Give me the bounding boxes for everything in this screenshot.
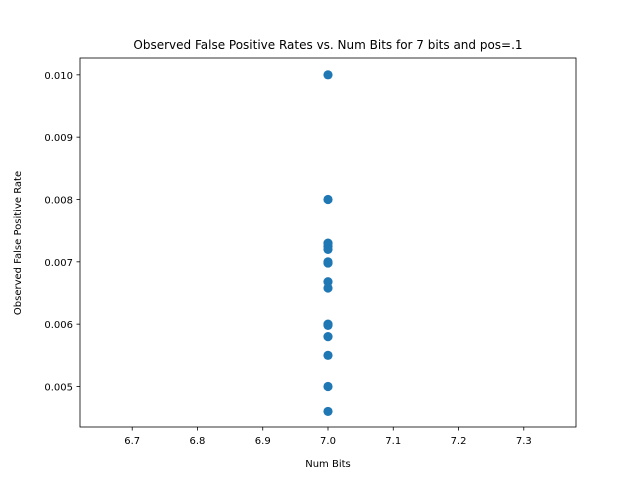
data-point	[323, 258, 333, 268]
y-tick-label: 0.009	[44, 133, 73, 144]
data-point	[323, 350, 333, 360]
x-axis-label: Num Bits	[305, 459, 351, 470]
x-tick-label: 7.3	[516, 436, 532, 447]
x-tick-label: 7.2	[451, 436, 467, 447]
data-point	[323, 70, 333, 80]
data-point	[323, 194, 333, 205]
x-tick-label: 6.7	[124, 436, 140, 447]
x-tick-label: 6.8	[190, 436, 206, 447]
data-point	[323, 381, 333, 392]
data-point	[323, 406, 333, 417]
y-axis: 0.005 0.006 0.007 0.008 0.009 0.010	[44, 71, 80, 393]
x-tick-label: 6.9	[255, 436, 271, 447]
chart-title: Observed False Positive Rates vs. Num Bi…	[133, 38, 522, 52]
data-point	[323, 320, 333, 331]
x-tick-label: 7.1	[385, 436, 401, 447]
x-tick-label: 7.0	[320, 436, 336, 447]
x-axis: 6.7 6.8 6.9 7.0 7.1 7.2 7.3	[124, 427, 532, 447]
y-tick-label: 0.006	[44, 320, 73, 331]
data-point	[323, 283, 333, 293]
data-point	[323, 332, 333, 342]
data-points	[323, 70, 333, 417]
y-tick-label: 0.010	[44, 71, 73, 82]
y-tick-label: 0.008	[44, 195, 73, 206]
y-tick-label: 0.007	[44, 258, 73, 269]
data-point	[323, 244, 333, 254]
y-axis-label: Observed False Positive Rate	[13, 171, 24, 315]
y-tick-label: 0.005	[44, 382, 73, 393]
